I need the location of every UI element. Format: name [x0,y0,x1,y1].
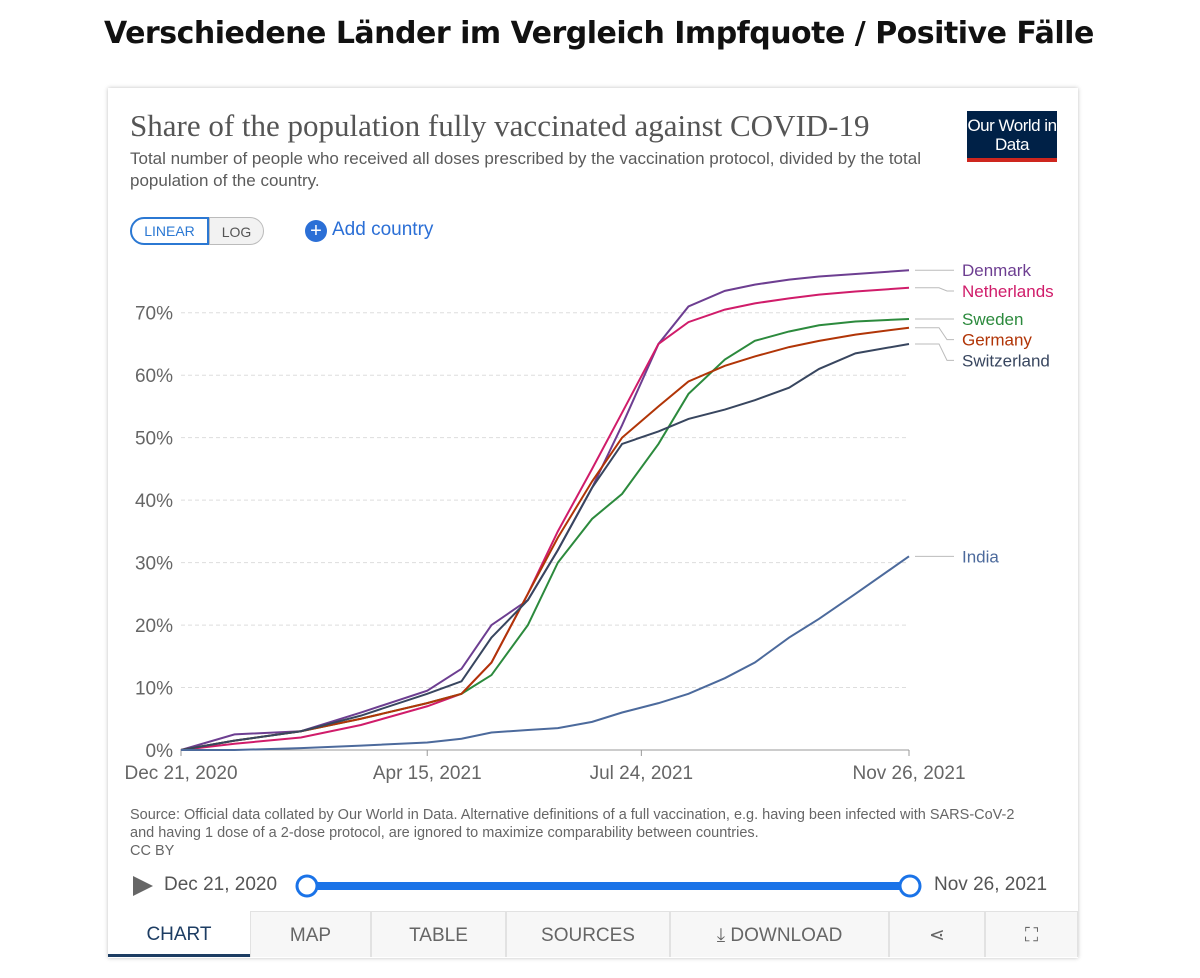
tab-map[interactable]: MAP [250,911,371,957]
license: CC BY [130,843,175,859]
log-button[interactable]: LOG [209,217,264,245]
timeline-end: Nov 26, 2021 [934,874,1048,895]
logo[interactable]: Our World in Data [967,111,1057,162]
tab-sources[interactable]: SOURCES [506,911,670,957]
plus-icon: + [305,220,327,242]
page-heading: Verschiedene Länder im Vergleich Impfquo… [104,16,1094,51]
timeline-start: Dec 21, 2020 [164,874,278,895]
tab-table[interactable]: TABLE [371,911,506,957]
chart-subtitle: Total number of people who received all … [130,149,921,190]
linear-button[interactable]: LINEAR [130,217,209,245]
tab-download[interactable]: ⤓ DOWNLOAD [670,911,889,957]
fullscreen-button[interactable]: ⛶ [985,911,1078,957]
share-button[interactable]: ⋖ [889,911,985,957]
download-icon: ⤓ [716,925,731,946]
add-country[interactable]: + Add country [305,217,433,243]
download-label: DOWNLOAD [730,925,843,946]
chart-title: Share of the population fully vaccinated… [130,108,870,143]
source-note: Source: Official data collated by Our Wo… [130,806,1030,860]
source-text: Source: Official data collated by Our Wo… [130,807,1015,841]
tab-chart[interactable]: CHART [108,911,250,957]
add-country-label: Add country [332,219,434,240]
